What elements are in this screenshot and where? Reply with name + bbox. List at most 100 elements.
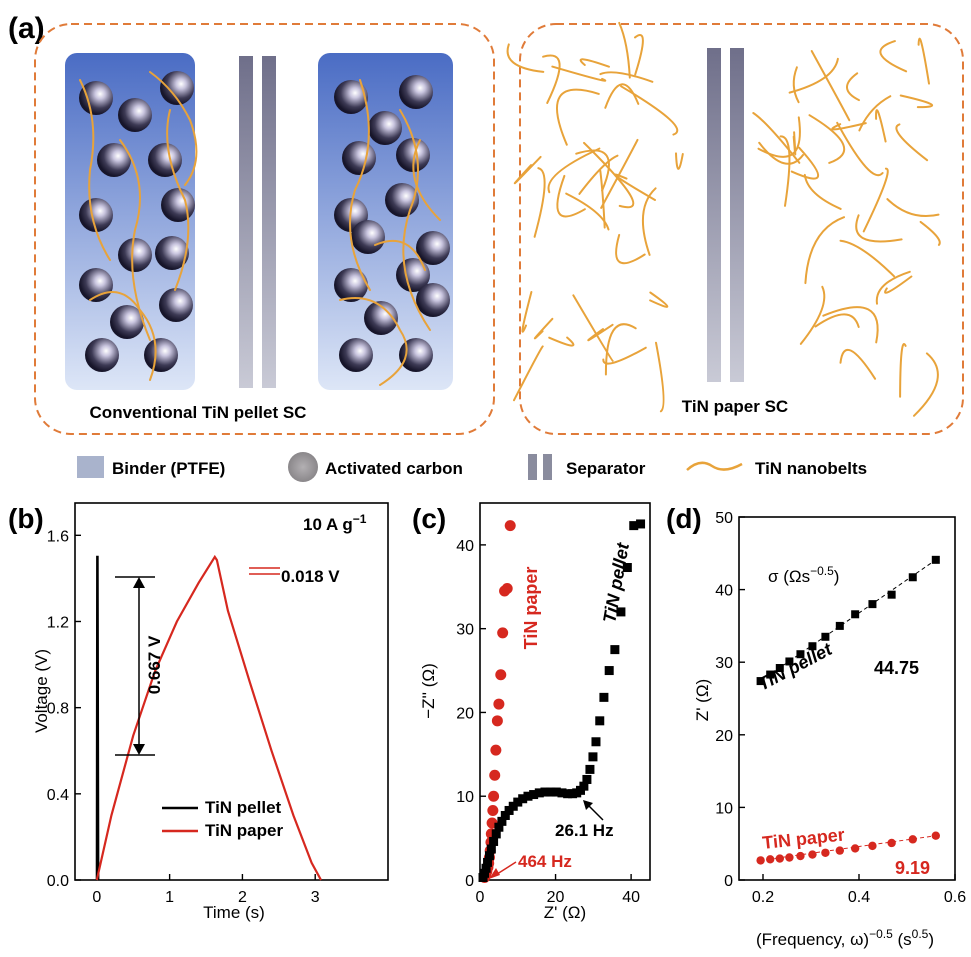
data-point — [766, 855, 775, 864]
data-point — [610, 645, 620, 655]
paper-separator-2 — [730, 48, 744, 382]
data-point — [488, 790, 500, 802]
data-point — [796, 650, 805, 659]
nanobelt-fiber — [822, 306, 879, 344]
data-point — [487, 804, 499, 816]
nanobelt-fiber — [634, 34, 644, 76]
nanobelt-fiber — [565, 192, 610, 231]
nanobelt-fiber — [583, 141, 635, 209]
carbon-particle — [339, 338, 373, 372]
data-point — [491, 715, 503, 727]
plot-frame — [479, 502, 651, 881]
x-tick-label: 0.4 — [848, 889, 870, 906]
binder-legend-swatch — [77, 456, 104, 478]
data-point — [629, 521, 639, 531]
nanobelt-fiber — [604, 83, 640, 109]
sigma-value-pellet: 44.75 — [874, 658, 919, 678]
pellet-separator-2 — [262, 56, 276, 388]
y-tick-label: 10 — [715, 800, 733, 817]
frequency-label-pellet: 26.1 Hz — [555, 821, 614, 840]
data-point — [489, 836, 499, 846]
sigma-value-paper: 9.19 — [895, 858, 930, 878]
nanobelt-fiber — [374, 240, 426, 271]
data-point — [766, 670, 775, 679]
data-point — [513, 797, 523, 807]
panel-a-schematic: (a) Conventional TiN pellet SC TiN paper… — [8, 12, 964, 482]
nanobelt-fiber — [599, 71, 654, 83]
data-point — [579, 781, 589, 791]
carbon-particle — [351, 220, 385, 254]
nanobelt-fiber — [548, 336, 575, 347]
nanobelt-fiber — [579, 58, 610, 68]
schematic-legend: Binder (PTFE) Activated carbon Separator… — [77, 452, 867, 482]
nanobelt-fiber — [602, 346, 647, 365]
nanobelt-fiber — [556, 88, 600, 146]
nanobelt-fiber — [792, 66, 800, 104]
panel-d-label: (d) — [666, 503, 702, 534]
data-point — [808, 642, 817, 651]
x-axis-label: (Frequency, ω)−0.5 (s0.5) — [756, 927, 934, 949]
carbon-particle — [110, 305, 144, 339]
annotation-arrow — [587, 804, 604, 821]
legend-label: TiN pellet — [205, 798, 282, 817]
data-point — [850, 844, 860, 853]
separator-legend-swatch-1 — [528, 454, 537, 480]
data-point — [599, 692, 609, 702]
carbon-legend-swatch — [288, 452, 318, 482]
nanobelt-fiber — [899, 343, 907, 398]
y-tick-label: 40 — [715, 583, 733, 600]
nanobelt-fiber — [895, 123, 929, 162]
series-line-tin-pellet — [95, 555, 100, 881]
y-tick-label: 0.8 — [47, 701, 69, 718]
y-axis-label: Voltage (V) — [32, 649, 51, 733]
y-axis-label: Z' (Ω) — [693, 679, 712, 721]
y-tick-label: 0.0 — [47, 873, 69, 890]
data-point — [484, 851, 494, 861]
nanobelt-fiber — [521, 291, 533, 333]
nanobelt-fiber — [513, 345, 544, 402]
data-point — [497, 627, 509, 639]
data-point — [622, 563, 632, 573]
nanobelt-fiber — [604, 323, 637, 376]
carbon-particle — [396, 138, 430, 172]
nanobelt-fiber — [614, 173, 656, 201]
pellet-separator-1 — [239, 56, 253, 388]
nanobelt-fiber — [551, 65, 607, 82]
arrow-head — [133, 577, 145, 588]
series-label-paper: TiN paper — [521, 567, 541, 650]
nanobelt-fiber — [641, 187, 657, 256]
carbon-particle — [399, 75, 433, 109]
data-point — [585, 764, 595, 774]
separator-legend-label: Separator — [566, 459, 646, 478]
panel-d-warburg-chart: (d) 0.2 0.4 0.6 0 10 20 30 40 50 (Frequency, ω)−0.… — [666, 503, 966, 949]
activated-carbon-particles — [79, 71, 450, 372]
carbon-particle — [148, 143, 182, 177]
nanobelt-fiber — [620, 85, 679, 136]
y-tick-label: 40 — [456, 538, 474, 555]
nanobelt-fiber — [615, 233, 646, 265]
nanobelt-fiber — [752, 112, 801, 164]
carbon-particle — [368, 111, 402, 145]
y-axis-label: −Z'' (Ω) — [419, 663, 438, 719]
nanobelt-fiber — [542, 54, 561, 104]
data-point — [563, 789, 573, 799]
data-point — [775, 664, 784, 673]
data-point — [494, 822, 504, 832]
nanobelt-fiber — [513, 155, 542, 185]
data-point — [523, 791, 533, 801]
panel-b-label: (b) — [8, 503, 44, 534]
data-point — [588, 752, 598, 762]
y-tick-label: 30 — [456, 622, 474, 639]
y-tick-label: 10 — [456, 789, 474, 806]
carbon-particle — [161, 188, 195, 222]
nanobelt-fiber — [349, 79, 371, 291]
data-point — [908, 573, 917, 582]
series-label-paper: TiN paper — [761, 824, 845, 853]
panel-c-label: (c) — [412, 503, 446, 534]
carbon-particle — [334, 80, 368, 114]
nanobelt-fiber — [600, 138, 639, 209]
pellet-sc-frame — [34, 23, 495, 435]
nanobelt-fiber — [803, 173, 842, 210]
x-tick-label: 0 — [476, 889, 485, 906]
